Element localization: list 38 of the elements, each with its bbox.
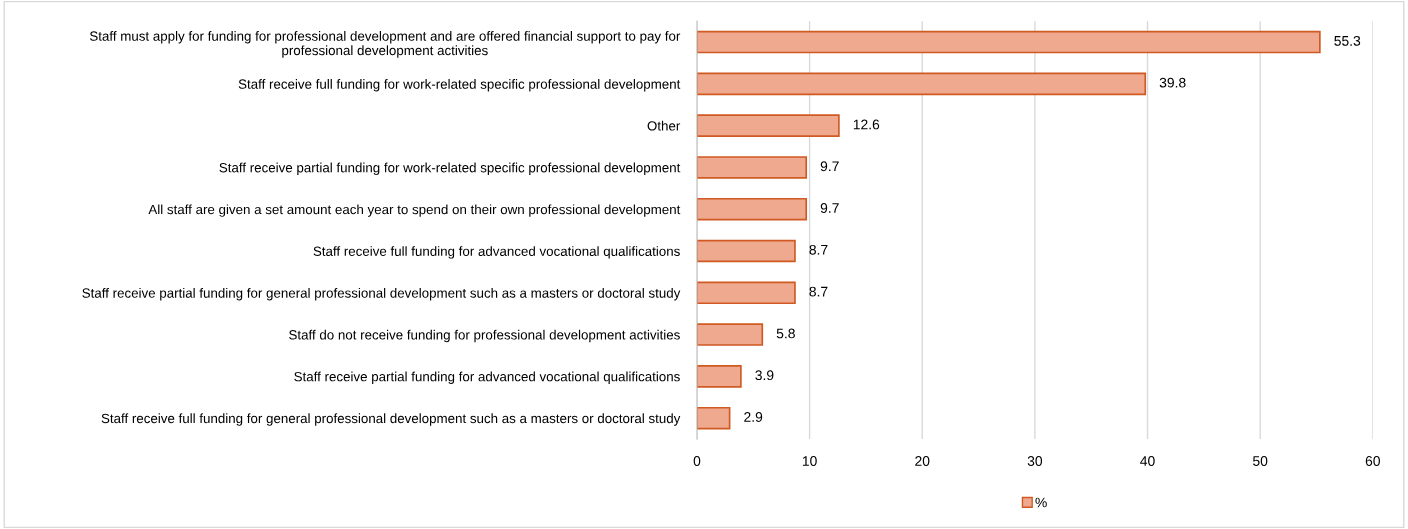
y-tick-label: Staff must apply for funding for professional development and are offered financial support to pay for professional development activities <box>89 31 681 58</box>
data-label: 3.9 <box>755 370 774 381</box>
bar <box>696 323 764 346</box>
y-tick-label: Staff receive full funding for advanced vocational qualifications <box>313 246 680 259</box>
y-tick-label: Staff receive partial funding for advanced vocational qualifications <box>294 371 680 384</box>
data-label: 39.8 <box>1159 77 1186 88</box>
y-tick-label: Staff receive partial funding for general professional development such as a masters or doctoral study <box>82 287 681 301</box>
bar <box>696 72 1147 96</box>
x-tick-label: 30 <box>1027 456 1043 466</box>
data-label: 55.3 <box>1334 35 1361 46</box>
x-tick-label: 50 <box>1252 456 1268 466</box>
bar <box>696 197 808 221</box>
bar <box>696 239 796 263</box>
data-label: 2.9 <box>744 412 763 422</box>
y-tick-label: Other <box>647 120 681 131</box>
x-tick-label: 60 <box>1365 456 1380 466</box>
bar <box>696 30 1321 54</box>
y-tick-label: Staff receive full funding for work-related specific professional development <box>238 79 681 92</box>
bar <box>696 365 742 388</box>
data-label: 5.8 <box>776 328 795 339</box>
y-tick-label: All staff are given a set amount each year to spend on their own professional development <box>148 204 681 217</box>
bar <box>696 114 840 137</box>
y-tick-label: Staff receive full funding for general professional development such as a masters or doctoral study <box>101 413 681 426</box>
bar <box>696 156 808 179</box>
data-label: 9.7 <box>820 161 839 172</box>
bar <box>696 406 731 430</box>
x-tick-label: 20 <box>915 456 930 466</box>
data-label: 12.6 <box>853 119 880 130</box>
x-tick-label: 10 <box>802 456 817 466</box>
data-label: 8.7 <box>809 244 828 255</box>
x-tick-label: 0 <box>693 456 701 466</box>
bar <box>696 281 796 305</box>
y-tick-label: Staff do not receive funding for professional development activities <box>289 329 680 343</box>
y-tick-label: Staff receive partial funding for work-related specific professional development <box>219 162 681 176</box>
data-label: 9.7 <box>820 203 839 213</box>
x-tick-label: 40 <box>1140 456 1155 466</box>
data-label: 8.7 <box>809 286 828 297</box>
legend-label: % <box>1035 497 1047 508</box>
